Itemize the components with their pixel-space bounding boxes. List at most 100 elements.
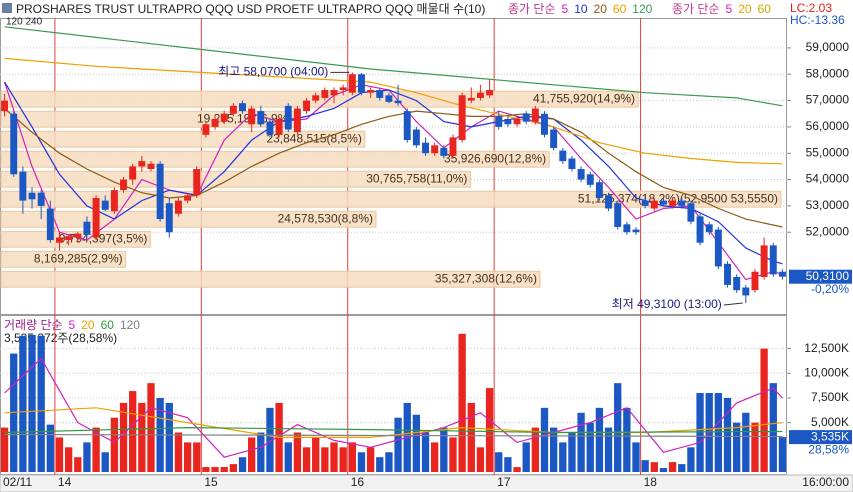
candle-body: [577, 169, 585, 180]
candle-body: [220, 113, 228, 122]
volume-bar: [449, 437, 457, 472]
y-tick-label: 59,0000: [806, 40, 850, 54]
candle-body: [486, 90, 494, 96]
legend-label: 종가 단순: [672, 2, 720, 16]
volume-bar: [183, 442, 192, 472]
ma-line: [4, 57, 783, 165]
last-price-label: 50,3100: [806, 269, 850, 283]
candle-body: [367, 90, 375, 93]
candle-body: [312, 95, 320, 101]
candle-body: [595, 182, 603, 198]
profile-bar: [0, 150, 550, 168]
profile-label: 51,125,374(18,2%)(52,9500 53,5550): [578, 191, 778, 205]
candle-body: [495, 116, 503, 127]
ma-line: [4, 426, 783, 434]
volume-bar: [733, 422, 741, 472]
y-tick-label: 7,500K: [811, 390, 849, 404]
volume-bar: [257, 432, 265, 472]
volume-legend-label: 거래량 단순: [4, 318, 63, 332]
y-tick-label: 55,0000: [806, 145, 850, 159]
volume-bar: [412, 414, 421, 472]
x-tick-label: 02/11: [3, 475, 32, 489]
volume-bar: [64, 447, 73, 472]
profile-label: 35,327,308(12,6%): [435, 271, 537, 285]
candle-body: [614, 203, 622, 227]
volume-bar: [549, 427, 558, 472]
volume-bar: [229, 464, 238, 472]
candle-body: [101, 200, 109, 210]
candle-body: [733, 276, 741, 291]
candle-body: [65, 236, 73, 241]
volume-bar: [522, 442, 530, 472]
candle-body: [165, 203, 173, 233]
profile-label: 30,765,758(11,0%): [366, 171, 467, 185]
candle-body: [522, 113, 530, 122]
volume-bar: [632, 442, 640, 472]
ma-line: [4, 81, 783, 281]
volume-bar: [165, 402, 173, 472]
volume-bar: [714, 393, 723, 472]
volume-bar: [421, 432, 430, 472]
y-tick-label: 54,0000: [806, 172, 850, 186]
current-volume-pct: 28,58%: [808, 442, 849, 456]
volume-bar: [46, 424, 54, 472]
candle-body: [659, 200, 667, 205]
candle-body: [19, 171, 27, 201]
volume-bar: [74, 457, 82, 472]
candle-body: [56, 237, 63, 243]
volume-bar: [431, 442, 439, 472]
x-tick-label: 17: [497, 475, 511, 489]
volume-bar: [129, 391, 137, 472]
volume-bar: [376, 457, 384, 472]
volume-bar: [604, 427, 613, 472]
candle-body: [769, 245, 777, 275]
volume-bar: [778, 437, 787, 472]
candle-body: [1, 100, 9, 112]
legend-item: 20: [594, 2, 608, 16]
candle-body: [156, 163, 164, 220]
volume-bar: [531, 427, 540, 472]
candle-body: [257, 111, 265, 125]
x-tick-label: 15: [204, 475, 218, 489]
profile-label: 35,926,690(12,8%): [444, 151, 546, 165]
candle-body: [348, 74, 356, 93]
legend-item: 120: [120, 318, 140, 332]
candle-body: [632, 229, 640, 233]
legend-item: 60: [758, 2, 772, 16]
volume-bar: [247, 437, 256, 472]
candle-body: [193, 169, 201, 196]
volume-bar: [312, 437, 320, 472]
volume-bar: [751, 422, 759, 472]
volume-bar: [614, 383, 622, 472]
candle-body: [412, 129, 420, 146]
candle-body: [330, 90, 338, 96]
y-tick-label: 57,0000: [806, 93, 850, 107]
volume-bar: [513, 467, 521, 472]
candle-body: [623, 224, 631, 233]
candle-body: [568, 158, 576, 170]
candle-body: [147, 163, 155, 170]
volume-bar: [485, 388, 494, 472]
profile-label: 24,578,530(8,8%): [278, 211, 373, 225]
candle-body: [284, 105, 292, 130]
volume-bar: [119, 402, 128, 472]
volume-bar: [366, 447, 375, 472]
volume-bar: [476, 447, 485, 472]
volume-bar: [595, 407, 604, 472]
legend-label: 종가 단순: [508, 2, 556, 16]
candle-body: [431, 145, 439, 154]
x-axis-bar: [0, 474, 853, 492]
candle-body: [678, 200, 686, 206]
volume-bar: [138, 402, 146, 472]
candle-body: [376, 90, 384, 98]
candle-body: [531, 108, 539, 122]
volume-bar: [696, 393, 704, 472]
candle-body: [37, 192, 45, 206]
candle-body: [724, 263, 731, 285]
volume-bar: [659, 468, 668, 472]
volume-bar: [0, 427, 9, 472]
ma-line: [4, 26, 783, 107]
candle-body: [394, 100, 402, 104]
